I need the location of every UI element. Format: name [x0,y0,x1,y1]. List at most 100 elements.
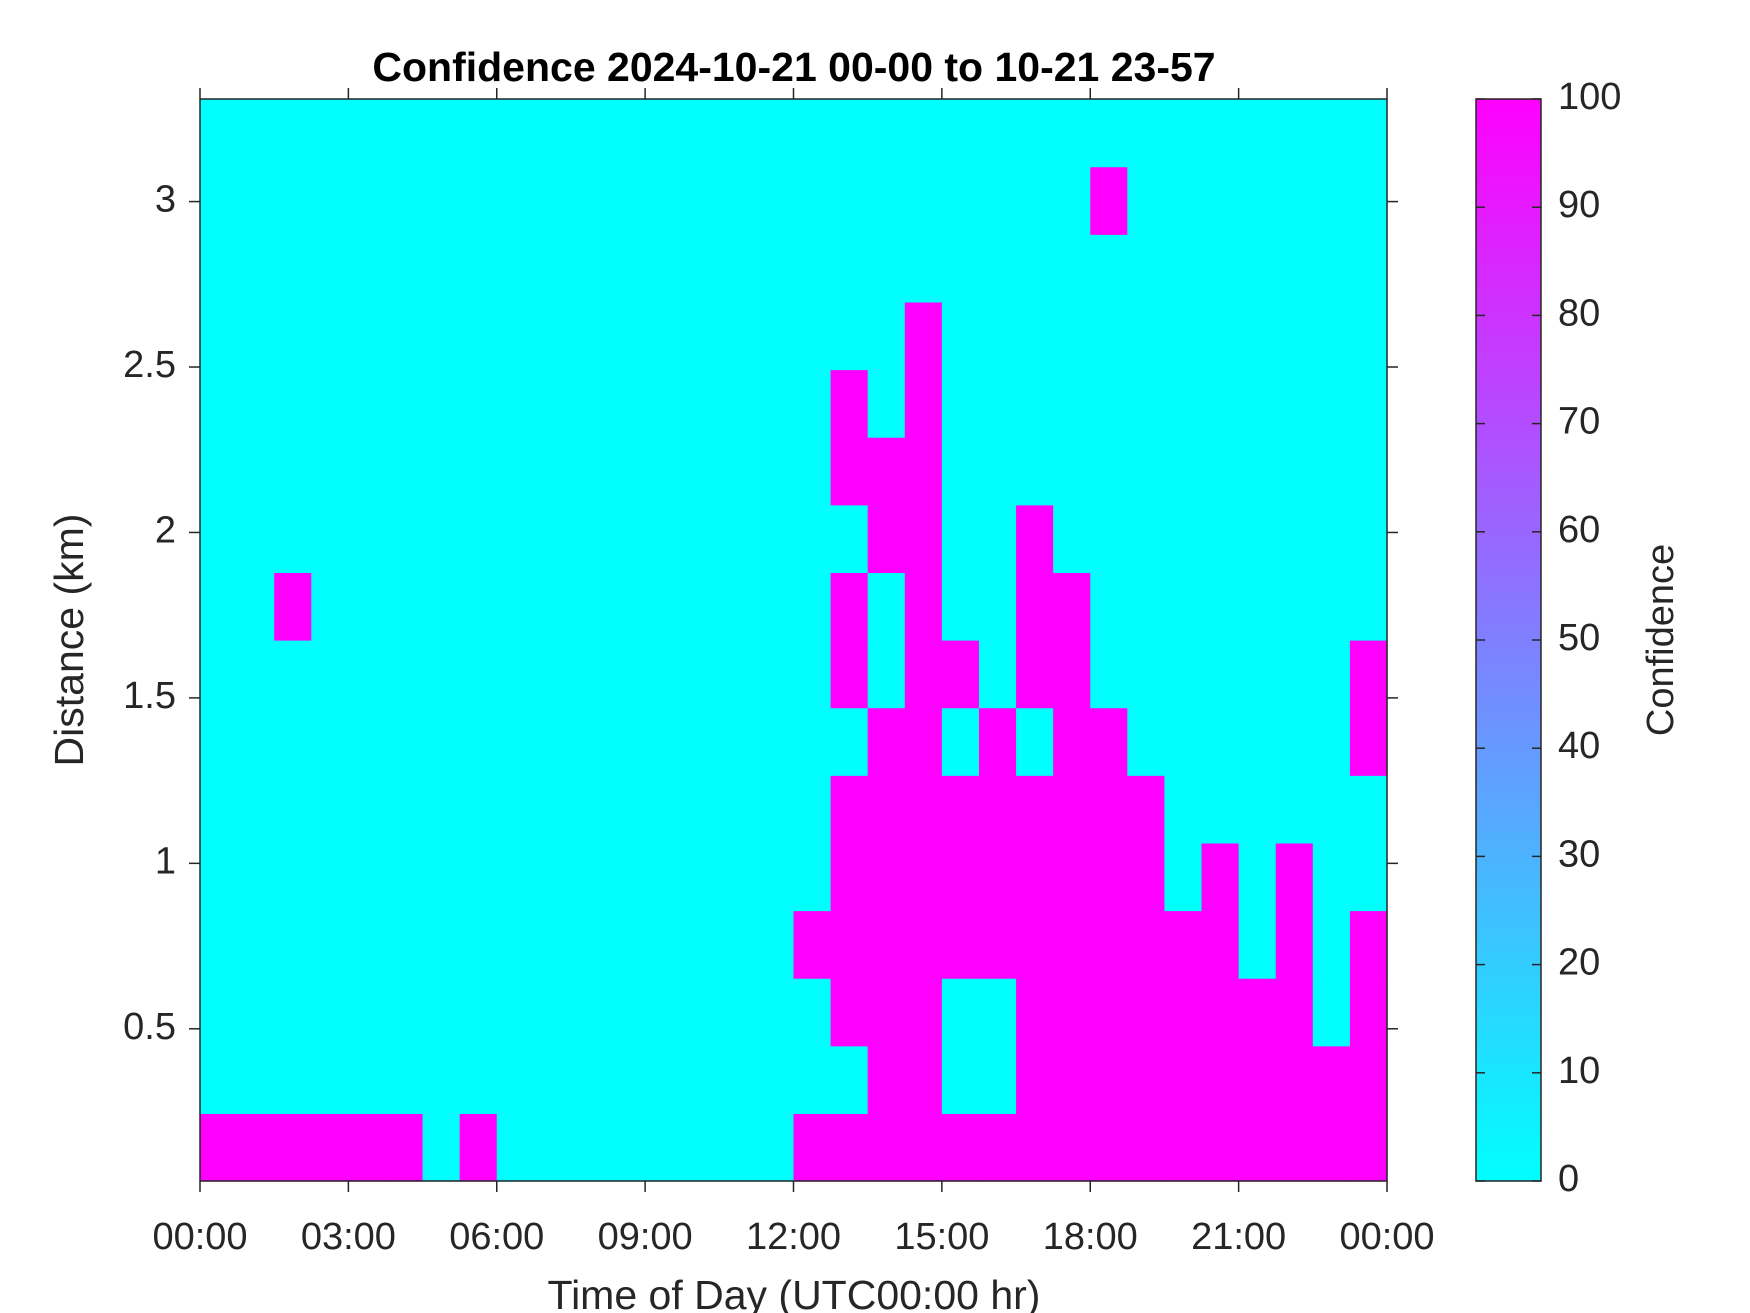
heatmap-cell [570,775,609,844]
heatmap-cell [274,640,312,709]
heatmap-cell [904,775,943,844]
heatmap-cell [867,775,906,844]
heatmap-cell [978,775,1017,844]
heatmap-cell [459,707,498,776]
heatmap-cell [1312,842,1351,912]
heatmap-cell [1312,99,1351,168]
heatmap-cell [533,640,572,709]
heatmap-cell [1090,707,1128,776]
colorbar-tick-label: 50 [1558,617,1600,659]
heatmap-cell [682,166,720,235]
heatmap-cell [422,910,461,979]
heatmap-cell [608,99,646,168]
heatmap-cell [1275,369,1314,438]
heatmap-cell [1349,1045,1388,1114]
heatmap-cell [793,775,832,844]
heatmap-cell [756,234,795,303]
heatmap-cell [608,166,646,235]
heatmap-cell [941,437,980,506]
heatmap-cell [1312,775,1351,844]
heatmap-cell [1312,640,1351,709]
heatmap-cell [1349,504,1388,573]
heatmap-cell [1016,437,1054,506]
heatmap-cell [793,842,832,912]
heatmap-cell [274,1113,312,1182]
heatmap-cell [830,910,869,979]
heatmap-cell [941,640,980,709]
heatmap-cell [645,842,683,912]
heatmap-cell [1349,910,1388,979]
heatmap-cell [1016,910,1054,979]
heatmap-cell [459,842,498,912]
heatmap-cell [682,910,720,979]
heatmap-cell [1275,707,1314,776]
heatmap-cell [719,910,758,979]
heatmap-cell [978,301,1017,371]
heatmap-cell [422,99,461,168]
heatmap-cell [459,572,498,641]
heatmap-cell [385,978,424,1047]
heatmap-cell [348,437,387,506]
x-tick-label: 15:00 [894,1216,989,1258]
heatmap-cell [1312,707,1351,776]
heatmap-cell [348,369,387,438]
heatmap-cell [459,640,498,709]
x-tick-label: 00:00 [1339,1216,1434,1258]
heatmap-cell [459,910,498,979]
heatmap-cell [1238,234,1277,303]
heatmap-cell [200,775,238,844]
heatmap-cell [1127,1113,1166,1182]
heatmap-cell [274,234,312,303]
heatmap-cell [348,842,387,912]
heatmap-cell [570,166,609,235]
heatmap-cell [1016,640,1054,709]
heatmap-cell [348,775,387,844]
heatmap-cell [570,842,609,912]
heatmap-cell [645,1045,683,1114]
heatmap-cell [793,1045,832,1114]
heatmap-cell [793,640,832,709]
colorbar-tick-label: 100 [1558,76,1621,118]
heatmap-cell [459,978,498,1047]
heatmap-cell [200,166,238,235]
heatmap-cell [1275,640,1314,709]
heatmap-cell [311,369,349,438]
heatmap-cell [830,437,869,506]
heatmap-cell [867,369,906,438]
heatmap-cell [904,504,943,573]
heatmap-cell [311,1045,349,1114]
heatmap-cell [1238,640,1277,709]
heatmap-cell [237,640,275,709]
heatmap-cell [719,775,758,844]
heatmap-cell [793,166,832,235]
heatmap-cell [533,99,572,168]
heatmap-cell [200,504,238,573]
heatmap-cell [570,369,609,438]
heatmap-cell [1238,166,1277,235]
heatmap-cell [793,978,832,1047]
heatmap-cell [719,978,758,1047]
heatmap-cell [978,369,1017,438]
heatmap-cell [645,504,683,573]
heatmap-cell [1164,1045,1203,1114]
heatmap-cell [608,978,646,1047]
heatmap-cell [830,707,869,776]
heatmap-cell [719,1113,758,1182]
heatmap-cell [1238,1045,1277,1114]
heatmap-cell [1016,504,1054,573]
heatmap-cell [608,1045,646,1114]
heatmap-cell [1312,369,1351,438]
heatmap-cell [1238,707,1277,776]
heatmap-cell [237,437,275,506]
heatmap-cell [978,842,1017,912]
heatmap-cell [496,437,535,506]
x-tick-label: 12:00 [746,1216,841,1258]
heatmap-cell [533,707,572,776]
heatmap-cell [756,978,795,1047]
heatmap-cell [570,910,609,979]
heatmap-cell [1275,572,1314,641]
heatmap-cell [496,504,535,573]
x-tick-label: 09:00 [598,1216,693,1258]
heatmap-cell [608,504,646,573]
heatmap-cell [756,572,795,641]
